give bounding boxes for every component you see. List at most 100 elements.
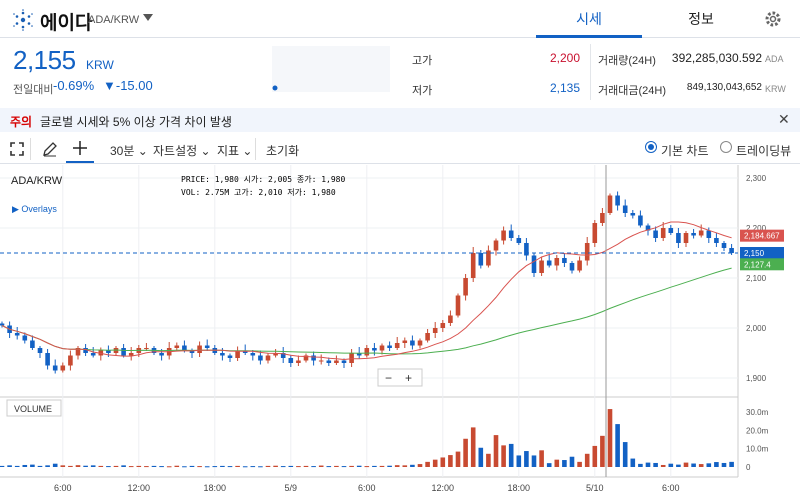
change-label: 전일대비 xyxy=(13,84,54,96)
volume-bar xyxy=(128,466,134,468)
candle-body xyxy=(83,348,88,353)
volume-bar xyxy=(372,465,377,467)
candle-body xyxy=(676,233,681,243)
volume-bar xyxy=(189,465,195,467)
volume-bar xyxy=(121,465,126,467)
candle-body xyxy=(486,250,491,266)
candle-body xyxy=(349,353,354,363)
candle-body xyxy=(204,345,210,348)
candle-body xyxy=(584,243,590,261)
volume-bar xyxy=(394,465,400,467)
volume-bar xyxy=(714,462,719,467)
volume-bar xyxy=(645,462,651,467)
volume-bar xyxy=(706,463,712,467)
price-chart[interactable]: 2,300 2,200 2,100 2,000 1,900 30.0m 20.0m 10.0m… xyxy=(0,165,800,498)
volume-bar xyxy=(280,466,286,468)
candle-body xyxy=(524,243,529,256)
candle-body xyxy=(402,340,408,343)
candle-body xyxy=(493,240,499,251)
reset-button[interactable]: 초기화 xyxy=(266,144,300,158)
candle-body xyxy=(463,278,468,296)
trading-view-label[interactable]: 트레이딩뷰 xyxy=(736,144,792,158)
ma-short-value-tag-box xyxy=(740,229,784,242)
current-price: 2,155 xyxy=(13,45,76,75)
zoom-out-button[interactable]: − xyxy=(385,371,392,385)
candle-body xyxy=(714,238,719,243)
overlays-toggle[interactable]: ▶ Overlays xyxy=(12,204,57,214)
volume-bar xyxy=(68,465,73,467)
volume-label: 거래량(24H) xyxy=(598,55,656,67)
candle-body xyxy=(121,348,126,356)
volume-bar xyxy=(554,459,560,467)
price-axis-bg xyxy=(738,165,800,498)
time-tick-label: 5/10 xyxy=(586,483,604,493)
volume-bar xyxy=(83,465,88,467)
volume-bar xyxy=(52,463,58,467)
volume-bar xyxy=(235,465,240,467)
volume-bar xyxy=(204,466,210,468)
volume-bar xyxy=(98,465,104,467)
time-tick-label: 12:00 xyxy=(128,483,151,493)
volume-bar xyxy=(531,455,537,467)
candle-body xyxy=(577,260,582,271)
chevron-down-icon[interactable] xyxy=(143,14,153,21)
candle-body xyxy=(622,205,628,213)
interval-dropdown[interactable]: 30분 ⌄ xyxy=(110,144,148,158)
candle-body xyxy=(562,258,567,263)
crosshair-tool[interactable] xyxy=(66,136,94,163)
candle-body xyxy=(592,223,598,243)
volume-bar xyxy=(387,465,392,467)
volume-bar xyxy=(524,451,529,467)
volume-bar xyxy=(113,465,119,467)
candle-body xyxy=(258,355,263,361)
candle-body xyxy=(303,355,309,361)
candle-body xyxy=(410,340,415,346)
volume-bar xyxy=(166,466,172,468)
candle-body xyxy=(425,333,430,341)
candle-body xyxy=(364,348,370,356)
volume-bar xyxy=(569,456,575,467)
basic-chart-label[interactable]: 기본 차트 xyxy=(661,144,709,158)
volume-tick-label: 30.0m xyxy=(746,408,769,417)
candle-body xyxy=(182,345,187,351)
pair-label: ADA/KRW xyxy=(88,14,140,26)
zoom-in-button[interactable]: + xyxy=(405,371,412,385)
candle-body xyxy=(68,355,73,366)
volume-bar xyxy=(364,466,370,468)
ohlc-price-line: PRICE: 1,980 시가: 2,005 종가: 1,980 xyxy=(181,175,345,184)
volume-bar xyxy=(493,435,499,467)
tab-market[interactable]: 시세 xyxy=(536,0,642,38)
volume-bar xyxy=(410,464,415,467)
top-header xyxy=(0,0,800,38)
volume-value: 392,285,030.592 xyxy=(671,51,762,65)
price-unit: KRW xyxy=(86,58,114,72)
candle-body xyxy=(546,260,552,266)
candle-body xyxy=(698,230,704,236)
candle-body xyxy=(638,215,643,226)
fullscreen-icon[interactable] xyxy=(10,142,24,161)
gear-icon[interactable] xyxy=(762,8,784,35)
close-icon[interactable]: ✕ xyxy=(778,111,790,127)
volume-bar xyxy=(151,465,157,467)
notice-bar xyxy=(0,108,800,132)
candle-body xyxy=(189,350,195,353)
ma-long-value-tag-box xyxy=(740,258,784,271)
chart-settings-dropdown[interactable]: 자트설정 ⌄ xyxy=(153,144,211,158)
candle-body xyxy=(372,348,377,351)
volume-bar xyxy=(311,466,316,468)
time-tick-label: 18:00 xyxy=(508,483,531,493)
candle-body xyxy=(554,258,560,266)
pencil-icon[interactable] xyxy=(42,141,58,162)
candle-body xyxy=(311,355,316,361)
volume-bar xyxy=(683,462,689,467)
candle-body xyxy=(356,353,362,356)
tab-info[interactable]: 정보 xyxy=(688,11,714,27)
indicator-dropdown[interactable]: 지표 ⌄ xyxy=(217,144,253,158)
radio-basic-chart[interactable] xyxy=(645,141,657,153)
volume-bar xyxy=(432,459,438,467)
volume-unit: ADA xyxy=(765,54,784,64)
radio-trading-view[interactable] xyxy=(720,141,732,153)
time-tick-label: 6:00 xyxy=(54,483,72,493)
candle-body xyxy=(220,353,225,356)
volume-pane-label-box xyxy=(6,399,62,417)
